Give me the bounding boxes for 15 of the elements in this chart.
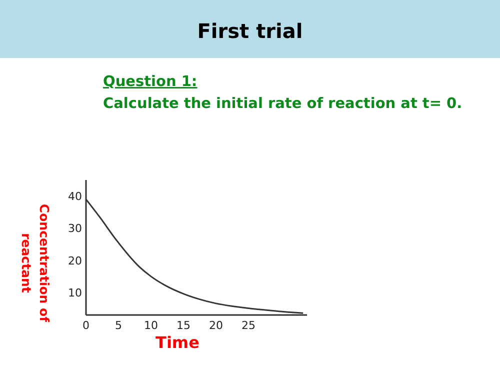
chart-title: First trial [197,19,303,43]
y-tick-label: 10 [68,286,82,300]
x-tick-label: 15 [176,319,190,332]
chart-subtitle: Question 1: [103,74,198,90]
x-tick-label: 0 [82,319,90,332]
x-tick-label: 10 [144,319,158,332]
y-tick-label: 20 [68,254,82,268]
y-axis-title: Concentration of reactant [19,204,52,323]
y-tick-label: 40 [68,190,82,204]
x-tick-label: 20 [209,319,223,332]
x-tick-label: 5 [115,319,122,332]
x-axis-title: Time [156,333,200,352]
text: Calculate the initial rate of reaction at t= 0. [103,96,462,112]
y-tick-label: 30 [68,222,82,236]
x-tick-label: 25 [242,319,256,332]
